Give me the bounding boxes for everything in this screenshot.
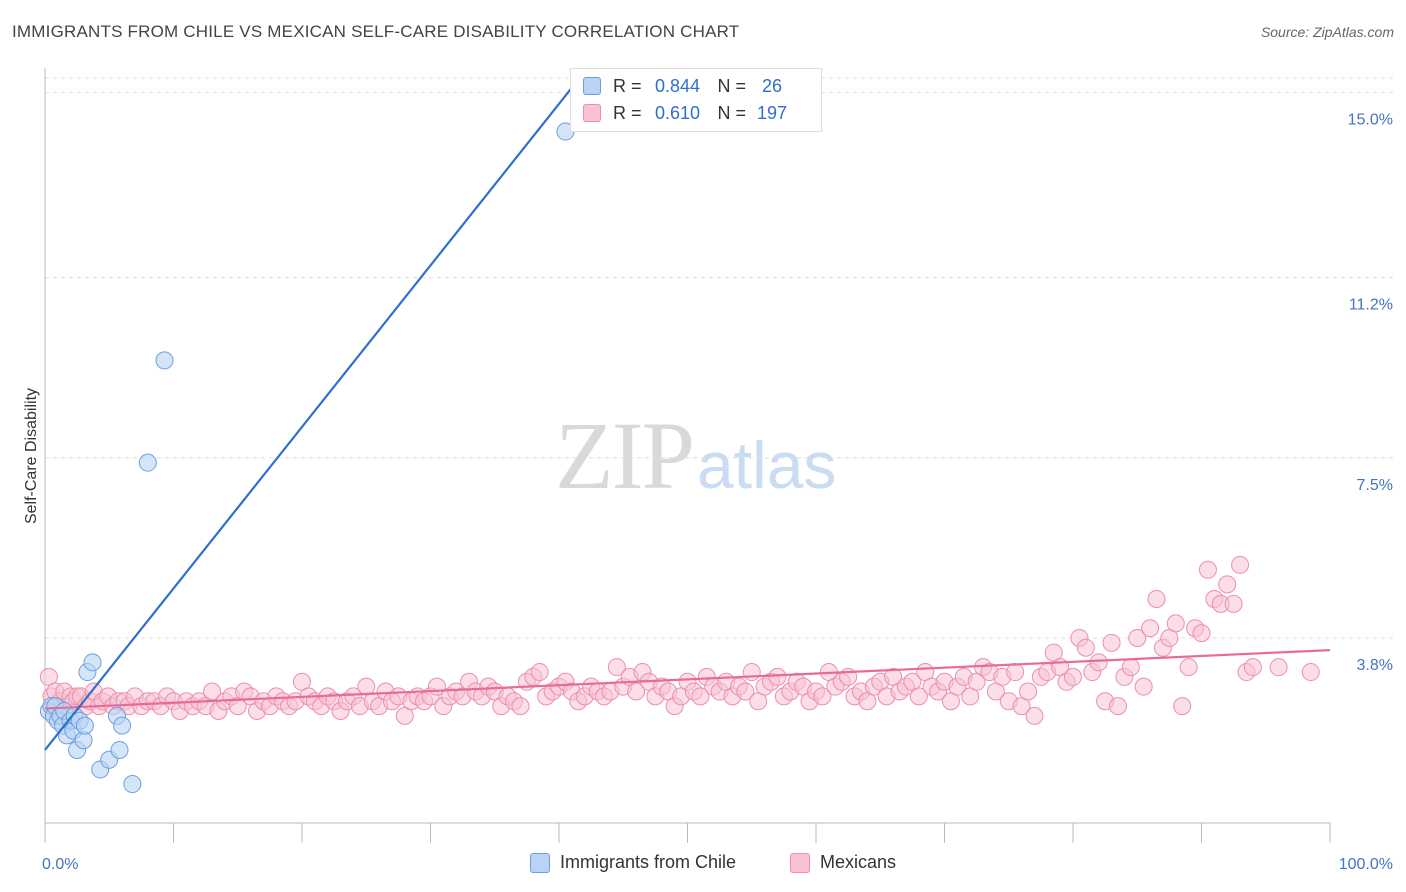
legend-r-label: R = <box>613 75 642 96</box>
legend-swatch-chile <box>583 77 601 95</box>
data-point-mexicans <box>1198 560 1217 579</box>
data-point-mexicans <box>1064 667 1082 686</box>
watermark-atlas: atlas <box>697 428 837 502</box>
data-point-mexicans <box>1134 677 1153 696</box>
data-point-chile <box>155 351 174 370</box>
data-point-mexicans <box>1243 658 1262 677</box>
x-tick-label: 100.0% <box>1339 856 1393 873</box>
data-point-mexicans <box>1025 706 1044 725</box>
legend-r-value: 0.610 <box>654 102 701 123</box>
y-axis-title: Self-Care Disability <box>23 388 40 524</box>
trend-line-chile <box>44 87 573 751</box>
legend-n-label: N = <box>717 75 747 96</box>
data-point-mexicans <box>1019 682 1038 701</box>
legend-swatch-mexicans <box>790 852 810 873</box>
data-point-mexicans <box>1006 663 1025 682</box>
data-point-mexicans <box>736 682 755 701</box>
data-point-mexicans <box>1089 653 1108 672</box>
data-point-mexicans <box>691 687 710 706</box>
data-point-mexicans <box>607 658 626 677</box>
data-point-mexicans <box>1173 697 1192 716</box>
axes <box>44 68 1331 843</box>
legend-n-value: 26 <box>762 75 783 96</box>
legend-n-value: 197 <box>757 102 788 123</box>
trend-line-mexicans <box>44 649 1331 710</box>
y-tick-label: 3.8% <box>1357 657 1393 674</box>
legend-row-mexicans: R = 0.610 N = 197 <box>583 101 798 125</box>
correlation-legend: R = 0.844 N = 26 R = 0.610 N = 197 <box>570 68 822 132</box>
legend-r-value: 0.844 <box>654 75 701 96</box>
legend-label-mexicans: Mexicans <box>820 852 897 872</box>
tick-labels: 3.8% 7.5% 11.2% 15.0% 0.0% 100.0% Self-Care Di… <box>23 112 1393 873</box>
grid-lines <box>45 77 1395 639</box>
legend-n-label: N = <box>717 102 747 123</box>
data-point-mexicans <box>1108 697 1127 716</box>
data-point-mexicans <box>742 663 761 682</box>
chile-points <box>39 122 575 794</box>
legend-item-chile: Immigrants from Chile <box>530 852 736 873</box>
data-point-mexicans <box>1192 624 1211 643</box>
data-point-mexicans <box>813 687 832 706</box>
y-tick-label: 11.2% <box>1349 297 1393 314</box>
data-point-chile <box>123 775 142 794</box>
trend-lines <box>44 87 1331 751</box>
data-point-mexicans <box>1301 663 1320 682</box>
data-point-mexicans <box>768 667 787 686</box>
data-point-chile <box>138 453 157 472</box>
data-point-mexicans <box>909 687 928 706</box>
data-point-mexicans <box>1231 555 1250 574</box>
y-tick-label: 15.0% <box>1348 112 1393 129</box>
data-point-mexicans <box>627 682 646 701</box>
data-point-chile <box>110 740 129 759</box>
data-point-mexicans <box>1141 619 1160 638</box>
data-point-mexicans <box>1166 614 1185 633</box>
watermark: ZIPatlas <box>555 400 836 511</box>
data-point-mexicans <box>530 663 549 682</box>
legend-label-chile: Immigrants from Chile <box>560 852 737 872</box>
data-point-mexicans <box>1224 594 1243 613</box>
x-tick-label: 0.0% <box>42 856 78 873</box>
source-label: Source: ZipAtlas.com <box>1260 24 1394 40</box>
legend-item-mexicans: Mexicans <box>790 852 896 873</box>
data-point-mexicans <box>511 697 530 716</box>
data-point-mexicans <box>1076 638 1095 657</box>
data-point-mexicans <box>1102 633 1121 652</box>
data-point-mexicans <box>1179 658 1198 677</box>
data-point-chile <box>75 716 94 735</box>
data-point-chile <box>113 716 132 735</box>
series-legend: Immigrants from Chile Mexicans <box>0 852 1406 876</box>
data-point-mexicans <box>1121 658 1140 677</box>
y-tick-label: 7.5% <box>1357 477 1393 494</box>
legend-r-label: R = <box>613 102 642 123</box>
data-point-mexicans <box>1128 628 1147 647</box>
data-point-chile <box>83 653 102 672</box>
data-point-mexicans <box>1218 575 1237 594</box>
legend-swatch-mexicans <box>583 104 601 122</box>
legend-swatch-chile <box>530 852 550 873</box>
data-point-mexicans <box>1269 658 1288 677</box>
chart-title: IMMIGRANTS FROM CHILE VS MEXICAN SELF-CA… <box>12 22 740 41</box>
legend-row-chile: R = 0.844 N = 26 <box>583 74 798 98</box>
data-point-mexicans <box>1147 590 1166 609</box>
watermark-zip: ZIP <box>555 402 695 509</box>
